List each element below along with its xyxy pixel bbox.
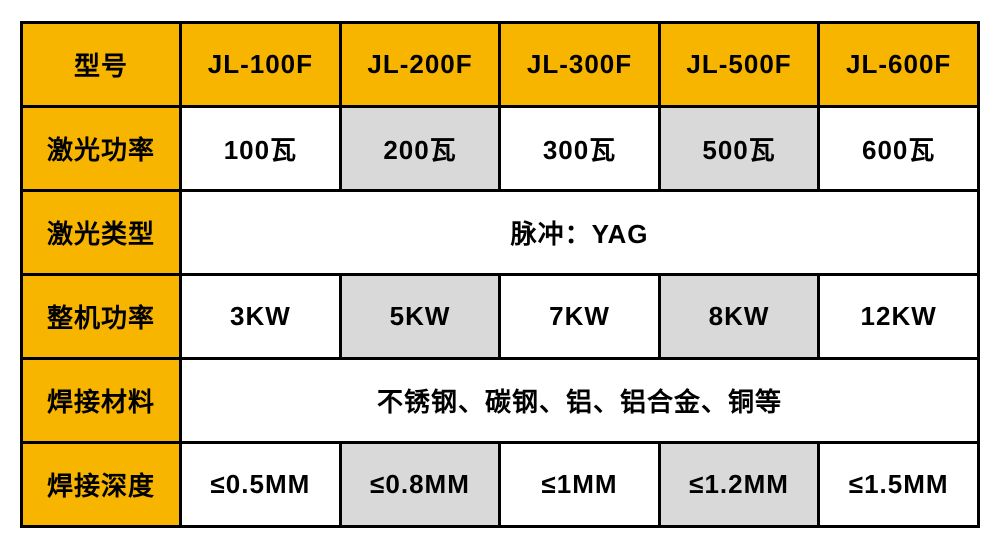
cell-depth-4: ≤1.5MM bbox=[819, 443, 979, 527]
cell-depth-0: ≤0.5MM bbox=[181, 443, 341, 527]
row-label-model: 型号 bbox=[22, 23, 181, 107]
table-row: 焊接深度 ≤0.5MM ≤0.8MM ≤1MM ≤1.2MM ≤1.5MM bbox=[22, 443, 979, 527]
cell-depth-1: ≤0.8MM bbox=[340, 443, 500, 527]
spec-table: 型号 JL-100F JL-200F JL-300F JL-500F JL-60… bbox=[20, 21, 980, 528]
cell-power-1: 200瓦 bbox=[340, 107, 500, 191]
cell-machine-3: 8KW bbox=[659, 275, 819, 359]
col-model-4: JL-600F bbox=[819, 23, 979, 107]
row-label-machine: 整机功率 bbox=[22, 275, 181, 359]
col-model-1: JL-200F bbox=[340, 23, 500, 107]
col-model-3: JL-500F bbox=[659, 23, 819, 107]
col-model-2: JL-300F bbox=[500, 23, 659, 107]
cell-power-3: 500瓦 bbox=[659, 107, 819, 191]
cell-depth-2: ≤1MM bbox=[500, 443, 659, 527]
cell-machine-1: 5KW bbox=[340, 275, 500, 359]
row-label-type: 激光类型 bbox=[22, 191, 181, 275]
table-row: 焊接材料 不锈钢、碳钢、铝、铝合金、铜等 bbox=[22, 359, 979, 443]
row-label-power: 激光功率 bbox=[22, 107, 181, 191]
cell-material-span: 不锈钢、碳钢、铝、铝合金、铜等 bbox=[181, 359, 979, 443]
cell-power-0: 100瓦 bbox=[181, 107, 341, 191]
row-label-depth: 焊接深度 bbox=[22, 443, 181, 527]
cell-power-2: 300瓦 bbox=[500, 107, 659, 191]
table-row: 激光类型 脉冲：YAG bbox=[22, 191, 979, 275]
cell-power-4: 600瓦 bbox=[819, 107, 979, 191]
table-row: 型号 JL-100F JL-200F JL-300F JL-500F JL-60… bbox=[22, 23, 979, 107]
cell-type-span: 脉冲：YAG bbox=[181, 191, 979, 275]
cell-depth-3: ≤1.2MM bbox=[659, 443, 819, 527]
cell-machine-2: 7KW bbox=[500, 275, 659, 359]
cell-machine-0: 3KW bbox=[181, 275, 341, 359]
cell-machine-4: 12KW bbox=[819, 275, 979, 359]
table-row: 整机功率 3KW 5KW 7KW 8KW 12KW bbox=[22, 275, 979, 359]
table-row: 激光功率 100瓦 200瓦 300瓦 500瓦 600瓦 bbox=[22, 107, 979, 191]
row-label-material: 焊接材料 bbox=[22, 359, 181, 443]
col-model-0: JL-100F bbox=[181, 23, 341, 107]
